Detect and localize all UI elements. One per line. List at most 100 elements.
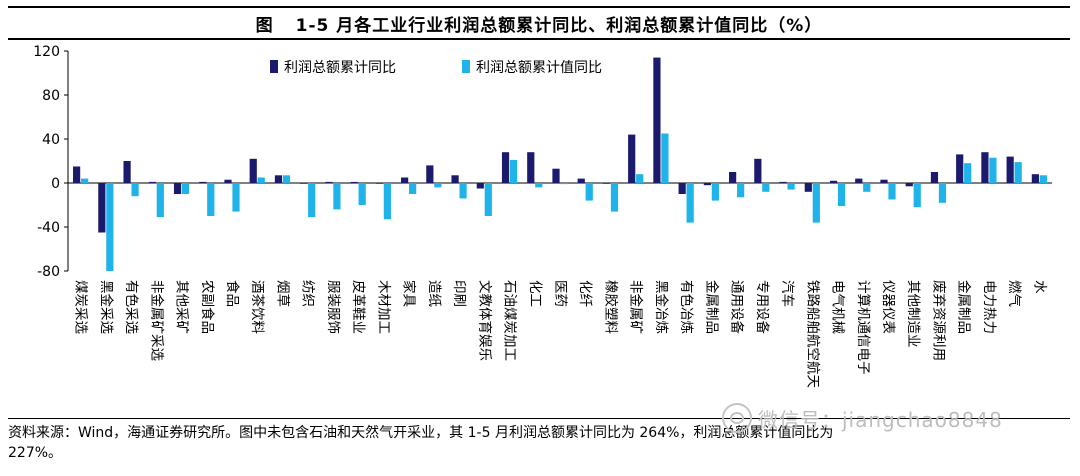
x-category-label: 医药 (552, 280, 568, 307)
bar-profit-value-growth (282, 175, 291, 183)
y-tick-label: 40 (42, 132, 60, 148)
bar-profit-growth (426, 165, 434, 183)
x-category-label: 黑金采选 (98, 280, 114, 334)
bar-profit-value-growth (156, 183, 164, 218)
x-category-label: 烟草 (274, 280, 290, 307)
bar-profit-value-growth (232, 183, 240, 212)
bar-profit-growth (123, 161, 131, 183)
wechat-icon (722, 403, 752, 433)
x-category-label: 家具 (401, 280, 418, 307)
bar-profit-value-growth (308, 183, 316, 218)
x-category-label: 燃气 (1006, 280, 1023, 307)
bar-profit-value-growth (610, 183, 619, 212)
bar-profit-growth (930, 172, 939, 183)
bar-profit-growth (350, 181, 358, 183)
x-category-label: 通用设备 (729, 280, 746, 334)
bar-profit-value-growth (661, 133, 669, 183)
bar-profit-growth (300, 183, 308, 184)
bar-profit-growth (501, 152, 510, 183)
x-category-label: 木材加工 (375, 280, 391, 334)
bar-profit-value-growth (409, 183, 417, 194)
bar-profit-value-growth (333, 183, 341, 210)
y-tick-label: 0 (51, 176, 60, 192)
bar-profit-growth (476, 183, 484, 189)
source-line-1: 资料来源：Wind，海通证券研究所。图中未包含石油和天然气开采业，其 1-5 月… (8, 425, 834, 441)
bar-profit-value-growth (560, 183, 568, 185)
bar-profit-growth (905, 183, 913, 187)
bar-profit-value-growth (207, 183, 215, 216)
bar-profit-value-growth (81, 178, 89, 183)
legend: 利润总额累计同比 利润总额累计值同比 (270, 60, 602, 76)
x-category-label: 橡胶塑料 (602, 280, 619, 334)
bar-profit-growth (703, 183, 711, 186)
title-prefix: 图 (255, 15, 274, 36)
bar-profit-growth (754, 158, 762, 183)
x-category-label: 造纸 (426, 280, 442, 307)
x-category-label: 金属制品 (956, 280, 972, 334)
y-tick-label: -80 (37, 264, 60, 280)
bar-profit-growth (249, 158, 257, 183)
bar-profit-growth (527, 152, 535, 183)
labels: 120 80 40 0 -40 -80 煤炭采选 黑金采选 有色采选 非金属矿采选 其他采矿 农副食品… (33, 44, 1047, 388)
legend-swatch (270, 60, 278, 73)
watermark-text: 微信号：jiangchao8848 (758, 407, 1003, 432)
x-category-label: 文教体育娱乐 (476, 280, 492, 361)
bar-profit-growth (224, 179, 232, 183)
title-text: 1-5 月各工业行业利润总额累计同比、利润总额累计值同比（%） (295, 15, 823, 36)
x-category-label: 电力热力 (981, 280, 997, 334)
bar-profit-value-growth (837, 183, 846, 207)
bar-profit-value-growth (181, 183, 190, 194)
y-tick-label: 120 (33, 44, 60, 60)
x-category-label: 化纤 (577, 280, 593, 307)
bar-profit-growth (829, 180, 838, 183)
x-category-label: 服装服饰 (325, 280, 341, 334)
bar-profit-growth (729, 172, 737, 183)
x-category-label: 其他制造业 (905, 280, 921, 348)
x-category-label: 水 (1031, 280, 1047, 294)
bar-profit-growth (855, 178, 863, 183)
bar-profit-value-growth (913, 183, 921, 208)
bar-profit-value-growth (636, 174, 644, 183)
bar-profit-growth (678, 183, 686, 194)
bar-profit-growth (1006, 156, 1014, 183)
x-category-label: 黑金冶炼 (653, 280, 669, 334)
bar-profit-growth (880, 179, 888, 183)
bar-profit-value-growth (863, 183, 871, 192)
bar-profit-value-growth (787, 183, 795, 190)
watermark: 微信号：jiangchao8848 (722, 403, 1003, 433)
bar-profit-value-growth (964, 163, 972, 183)
x-category-label: 其他采矿 (174, 280, 190, 334)
bar-profit-value-growth (535, 183, 543, 188)
x-category-label: 农副食品 (199, 280, 216, 334)
bar-profit-growth (98, 183, 106, 233)
bar-profit-value-growth (737, 183, 745, 198)
bar-profit-growth (375, 183, 383, 184)
x-category-label: 印刷 (451, 280, 467, 307)
x-category-label: 有色冶炼 (678, 280, 695, 334)
x-category-label: 电气机械 (830, 280, 846, 334)
bar-profit-value-growth (459, 183, 467, 199)
bar-profit-growth (451, 175, 459, 183)
y-tick-label: -40 (37, 220, 60, 236)
x-category-label: 有色采选 (123, 280, 140, 334)
bar-profit-growth (779, 181, 787, 183)
bar-profit-growth (173, 183, 182, 194)
x-category-label: 汽车 (779, 280, 796, 307)
bars (73, 57, 1047, 271)
bar-profit-value-growth (484, 183, 492, 216)
x-category-label: 专用设备 (754, 280, 771, 334)
bar-profit-growth (602, 183, 611, 184)
bar-profit-value-growth (509, 159, 518, 183)
bar-profit-value-growth (257, 177, 265, 183)
bar-profit-growth (981, 152, 989, 183)
legend-swatch (462, 60, 470, 73)
axes (64, 50, 1052, 272)
bar-profit-value-growth (989, 157, 997, 183)
x-category-label: 金属制品 (703, 280, 719, 334)
bar-profit-value-growth (434, 183, 442, 188)
bar-profit-value-growth (888, 183, 896, 200)
x-category-label: 废弃资源利用 (930, 280, 946, 361)
bar-profit-growth (148, 181, 156, 183)
bar-profit-value-growth (812, 183, 820, 223)
bar-profit-growth (804, 183, 812, 192)
